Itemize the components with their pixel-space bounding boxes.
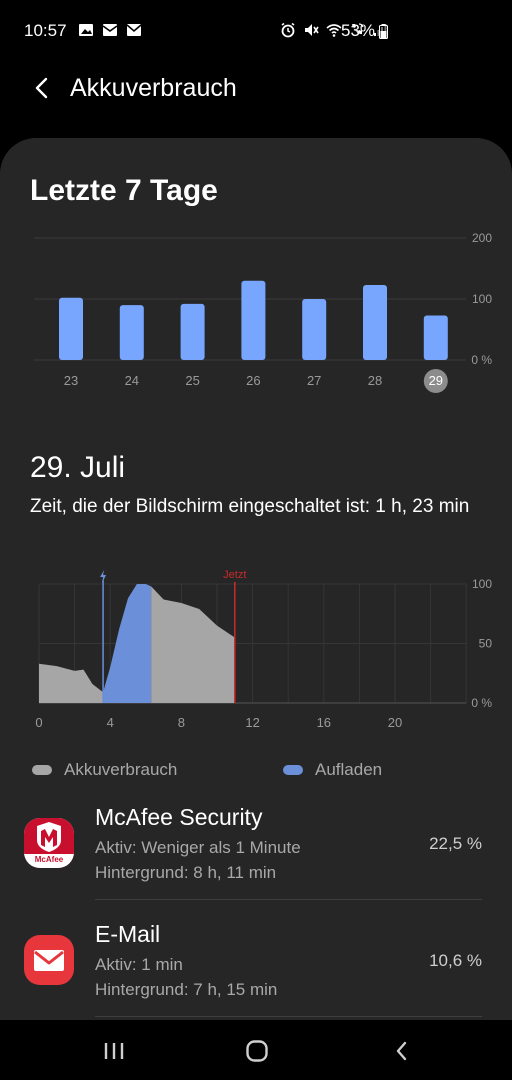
x-tick-label: 23 (64, 373, 78, 388)
app-bar: Akkuverbrauch (0, 62, 512, 114)
navigation-bar (0, 1020, 512, 1080)
y-tick-label: 200 (472, 231, 492, 245)
legend-usage: Akkuverbrauch (32, 760, 177, 780)
notification-icons (78, 22, 142, 38)
weekly-title: Letzte 7 Tage (30, 174, 218, 207)
legend-charging-swatch (283, 765, 303, 775)
back-button[interactable] (28, 74, 54, 102)
battery-icon (379, 23, 389, 39)
home-button[interactable] (242, 1038, 272, 1064)
y-tick-label: 50 (479, 637, 493, 651)
x-tick-label: 16 (317, 715, 331, 730)
bar (59, 297, 83, 360)
charging-area (103, 584, 152, 703)
bolt-icon (100, 570, 107, 583)
nav-back-button[interactable] (386, 1038, 416, 1064)
x-tick-label: 12 (245, 715, 259, 730)
bar (180, 303, 205, 360)
wifi-call-icon (352, 23, 364, 35)
app-active-time: Aktiv: Weniger als 1 Minute (95, 838, 301, 857)
x-tick-label: 25 (185, 373, 199, 388)
envelope-icon (34, 950, 64, 971)
app-name: E-Mail (95, 921, 161, 947)
legend-usage-label: Akkuverbrauch (64, 760, 178, 779)
legend-charging-label: Aufladen (315, 760, 383, 779)
x-tick-label: 29 (429, 373, 443, 388)
home-icon (246, 1040, 268, 1062)
selected-date-title: 29. Juli (30, 451, 126, 484)
app-row-email[interactable]: E-Mail Aktiv: 1 min Hintergrund: 7 h, 15… (0, 917, 512, 1020)
app-usage-percent: 10,6 % (429, 951, 482, 970)
y-tick-label: 0 % (471, 353, 492, 367)
status-time: 10:57 (24, 21, 67, 40)
alarm-icon (281, 22, 295, 38)
bar (119, 305, 144, 360)
nav-back-icon (396, 1041, 407, 1061)
app-name: McAfee Security (95, 804, 263, 830)
usage-area (151, 586, 235, 703)
page-title: Akkuverbrauch (70, 74, 237, 102)
email-app-icon (24, 935, 74, 985)
app-background-time: Hintergrund: 7 h, 15 min (95, 980, 278, 999)
y-tick-label: 100 (472, 292, 492, 306)
legend-charging: Aufladen (283, 760, 382, 780)
x-tick-label: 8 (178, 715, 185, 730)
battery-status: 53% (341, 21, 389, 41)
chevron-left-icon (35, 77, 48, 99)
mcafee-logo (24, 818, 74, 868)
x-tick-label: 4 (107, 715, 114, 730)
email-icon (126, 24, 142, 36)
bar (241, 280, 266, 360)
gallery-icon (79, 24, 93, 36)
app-row-mcafee[interactable]: McAfee McAfee Security Aktiv: Weniger al… (0, 800, 512, 916)
x-tick-label: 26 (246, 373, 260, 388)
x-tick-label: 20 (388, 715, 402, 730)
screen-on-time: Zeit, die der Bildschirm eingeschaltet i… (30, 496, 470, 517)
legend-usage-swatch (32, 765, 52, 775)
mcafee-icon-text: McAfee (34, 855, 64, 864)
recents-icon (104, 1043, 124, 1059)
bar (363, 284, 387, 360)
selected-day-highlight (423, 369, 448, 393)
divider (95, 1016, 482, 1017)
mcafee-icon: McAfee (24, 818, 74, 868)
wifi-icon (326, 24, 342, 37)
bar (302, 299, 327, 360)
weekly-bar-chart: 200 100 0 % 23 24 25 26 27 28 29 (34, 231, 492, 393)
x-tick-label: 28 (368, 373, 382, 388)
bar (423, 315, 448, 360)
mute-icon (305, 24, 319, 36)
system-icons (280, 22, 388, 38)
mail-check-icon (102, 24, 118, 36)
app-background-time: Hintergrund: 8 h, 11 min (95, 863, 277, 882)
battery-percent: 53% (341, 21, 376, 40)
chart-legend: Akkuverbrauch Aufladen (0, 760, 512, 784)
recents-button[interactable] (99, 1038, 129, 1064)
y-tick-label: 100 (472, 577, 492, 591)
y-tick-label: 0 % (471, 696, 492, 710)
status-bar: 10:57 53% (0, 0, 512, 62)
usage-area (39, 663, 104, 703)
battery-usage-card: Letzte 7 Tage 200 100 0 % 23 24 25 26 27 28 29 29… (0, 138, 512, 1020)
daily-battery-chart: Jetzt 100 50 0 % 0 4 8 12 16 20 (35, 569, 493, 730)
app-usage-percent: 22,5 % (429, 834, 482, 853)
x-tick-label: 0 (35, 715, 42, 730)
x-tick-label: 24 (125, 373, 139, 388)
x-tick-label: 27 (307, 373, 321, 388)
app-active-time: Aktiv: 1 min (95, 955, 183, 974)
now-label: Jetzt (223, 569, 246, 581)
divider (95, 899, 482, 900)
